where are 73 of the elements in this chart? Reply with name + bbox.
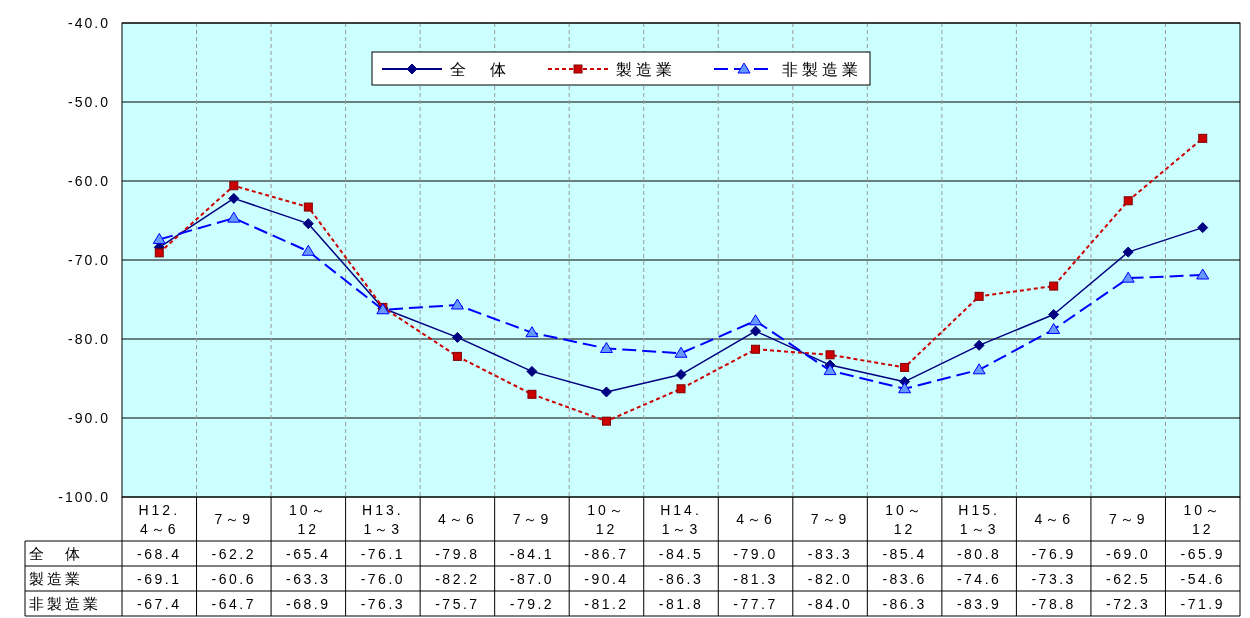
data-label: -73.3: [1031, 571, 1076, 587]
data-label: -71.9: [1180, 596, 1225, 612]
legend-label: 非製造業: [782, 61, 862, 78]
data-label: -65.9: [1180, 546, 1225, 562]
data-label: -67.4: [137, 596, 182, 612]
data-label: -69.0: [1105, 546, 1151, 562]
data-label: -87.0: [509, 571, 555, 587]
text: 全 体: [29, 545, 83, 562]
legend-label: 全 体: [450, 61, 510, 78]
data-label: -83.9: [956, 596, 1002, 612]
data-label: -90.4: [584, 571, 629, 587]
x-tick-label: 10～ 12: [885, 501, 924, 537]
data-label: -77.7: [733, 596, 778, 612]
data-label: -76.1: [360, 546, 406, 562]
x-tick-label: 4～6: [1034, 511, 1073, 527]
data-label: -86.3: [882, 596, 927, 612]
data-label: -54.6: [1180, 571, 1225, 587]
data-label: -86.3: [658, 571, 704, 587]
y-tick-label: -100.0: [58, 489, 110, 505]
text: 非製造業: [29, 595, 101, 612]
data-label: -84.1: [509, 546, 555, 562]
data-label: -60.6: [211, 571, 257, 587]
data-label: -82.0: [807, 571, 853, 587]
legend-label: 製造業: [616, 61, 676, 78]
data-label: -76.0: [360, 571, 406, 587]
data-label: -79.2: [509, 596, 555, 612]
data-label: -69.1: [137, 571, 182, 587]
data-label: -74.6: [956, 571, 1002, 587]
y-tick-label: -50.0: [68, 94, 110, 110]
y-tick-label: -70.0: [68, 252, 110, 268]
x-tick-label: H13. 1～3: [362, 501, 404, 537]
data-label: -84.5: [658, 546, 704, 562]
data-label: -81.2: [584, 596, 629, 612]
data-label: -80.8: [956, 546, 1002, 562]
data-label: -68.4: [137, 546, 182, 562]
data-label: -81.8: [658, 596, 704, 612]
x-tick-label: H15. 1～3: [958, 501, 1000, 537]
data-label: -62.5: [1105, 571, 1151, 587]
data-label: -75.7: [435, 596, 480, 612]
y-tick-label: -40.0: [68, 15, 110, 31]
data-label: -84.0: [807, 596, 853, 612]
y-tick-label: -60.0: [68, 173, 110, 189]
y-tick-label: -90.0: [68, 410, 110, 426]
data-label: -78.8: [1031, 596, 1076, 612]
data-label: -62.2: [211, 546, 257, 562]
x-tick-label: H14. 1～3: [660, 501, 702, 537]
data-label: -79.8: [435, 546, 480, 562]
data-label: -63.3: [286, 571, 331, 587]
data-label: -72.3: [1105, 596, 1151, 612]
data-label: -83.6: [882, 571, 927, 587]
x-tick-label: 4～6: [736, 511, 775, 527]
y-tick-label: -80.0: [68, 331, 110, 347]
text: 製造業: [29, 570, 83, 587]
data-label: -64.7: [211, 596, 257, 612]
data-label: -83.3: [807, 546, 853, 562]
data-label: -82.2: [435, 571, 480, 587]
x-tick-label: 10～ 12: [587, 501, 626, 537]
data-label: -68.9: [286, 596, 331, 612]
x-tick-label: 7～9: [214, 511, 254, 527]
data-label: -76.3: [360, 596, 406, 612]
x-tick-label: 7～9: [1108, 511, 1148, 527]
data-label: -86.7: [584, 546, 629, 562]
x-tick-label: 10～ 12: [1183, 501, 1223, 537]
data-label: -76.9: [1031, 546, 1076, 562]
x-tick-label: 7～9: [512, 511, 552, 527]
x-tick-label: 4～6: [438, 511, 477, 527]
data-label: -81.3: [733, 571, 778, 587]
x-tick-label: 10～ 12: [289, 501, 328, 537]
x-tick-label: 7～9: [810, 511, 850, 527]
data-label: -65.4: [286, 546, 331, 562]
x-tick-label: H12. 4～6: [138, 501, 181, 537]
data-label: -85.4: [882, 546, 927, 562]
data-label: -79.0: [733, 546, 778, 562]
